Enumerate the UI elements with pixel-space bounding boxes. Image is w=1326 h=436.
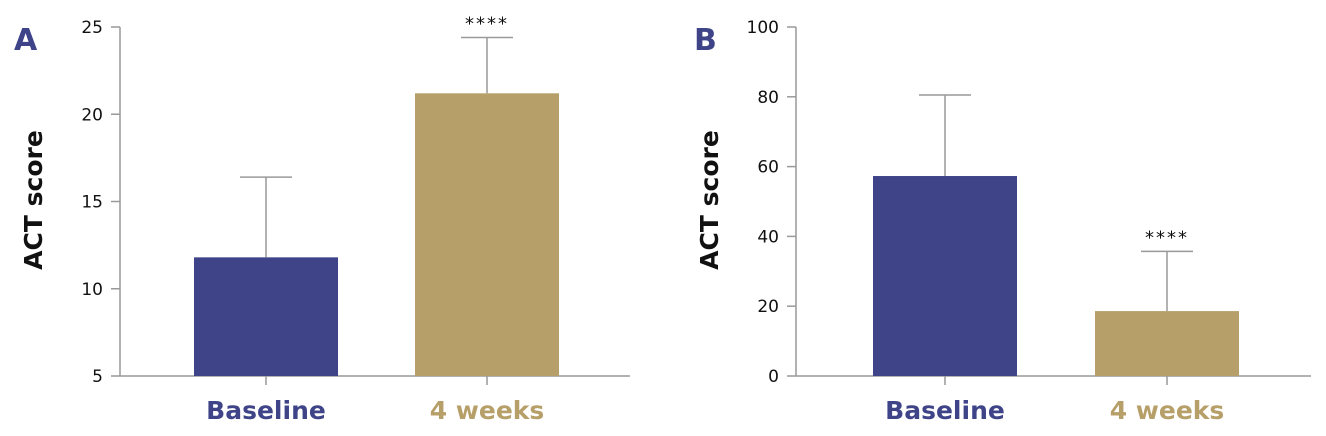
panel-a-y-axis-title: ACT score	[19, 130, 48, 270]
panel-a-bar	[194, 257, 338, 376]
panel-b-y-tick-label: 40	[757, 227, 779, 247]
panel-a-category-label: Baseline	[206, 396, 326, 425]
panel-a-y-tick-label: 5	[92, 367, 103, 387]
panel-b-y-tick-label: 60	[757, 158, 779, 178]
panel-b-bar	[1095, 311, 1239, 376]
panel-b-letter: B	[694, 23, 717, 58]
panel-b: B ACT score 0 20 40 60 80 100 Baseline 4 weeks *…	[694, 18, 1311, 425]
panel-a: A ACT score 5 10 15 20 25 Baseline 4 weeks ****	[14, 13, 630, 425]
panel-a-y-tick-label: 20	[81, 105, 103, 125]
panel-b-y-tick-label: 0	[768, 367, 779, 387]
panel-a-significance-label: ****	[465, 13, 509, 34]
panel-b-y-tick-label: 20	[757, 297, 779, 317]
panel-b-category-label: 4 weeks	[1110, 396, 1225, 425]
panel-b-plot-area: 0 20 40 60 80 100 Baseline 4 weeks ****	[747, 18, 1311, 425]
panel-b-y-tick-label: 80	[757, 88, 779, 108]
panel-b-bar	[873, 176, 1017, 376]
panel-a-category-label: 4 weeks	[430, 396, 545, 425]
panel-a-letter: A	[14, 23, 38, 58]
panel-a-y-tick-label: 10	[81, 280, 103, 300]
panel-a-y-tick-label: 15	[81, 193, 103, 213]
panel-a-bar	[415, 93, 559, 376]
panel-b-y-axis-title: ACT score	[695, 130, 724, 270]
panel-a-plot-area: 5 10 15 20 25 Baseline 4 weeks ****	[81, 13, 630, 425]
panel-b-category-label: Baseline	[885, 396, 1005, 425]
panel-b-y-tick-label: 100	[747, 18, 779, 38]
panel-b-significance-label: ****	[1145, 227, 1189, 248]
panel-a-y-tick-label: 25	[81, 18, 103, 38]
